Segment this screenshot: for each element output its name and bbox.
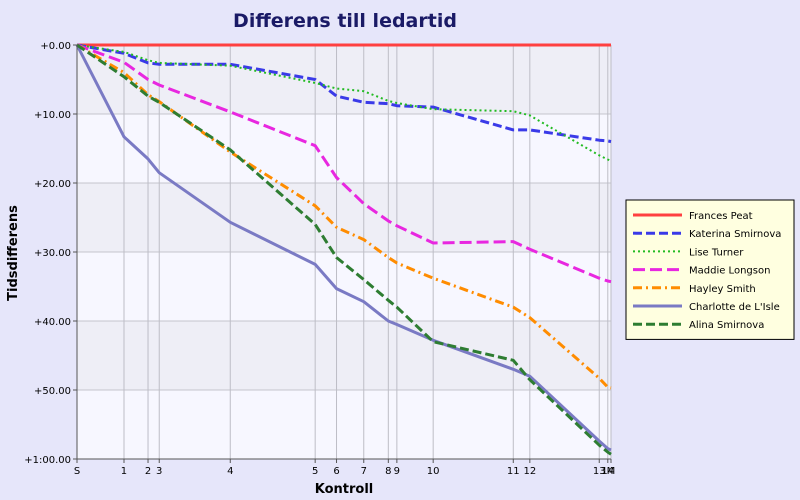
legend-label: Alina Smirnova — [689, 320, 764, 331]
series-line — [76, 43, 612, 390]
plot-band — [77, 114, 611, 183]
x-tick-label: 6 — [333, 466, 339, 477]
legend-label: Frances Peat — [689, 211, 753, 222]
x-tick-label: 12 — [523, 466, 536, 477]
plot-band — [77, 183, 611, 252]
x-tick-label: 2 — [145, 466, 151, 477]
chart-title: Differens till ledartid — [233, 10, 457, 32]
x-tick-label: S — [74, 466, 80, 477]
y-tick-label: +10.00 — [34, 110, 71, 121]
x-tick-label: 1 — [121, 466, 127, 477]
legend-label: Katerina Smirnova — [689, 229, 781, 240]
plot-band — [77, 45, 611, 114]
x-tick-label: 9 — [394, 466, 400, 477]
y-tick-label: +40.00 — [34, 317, 71, 328]
x-tick-label: 4 — [227, 466, 233, 477]
legend-label: Lise Turner — [689, 247, 744, 258]
x-tick-label: M — [607, 466, 616, 477]
x-tick-label: 11 — [507, 466, 520, 477]
x-tick-label: 13 — [593, 466, 606, 477]
x-axis-title: Kontroll — [315, 482, 374, 497]
axes: +0.00 +10.00 +20.00 +30.00 +40.00 +50.00 +1:00… — [24, 41, 615, 477]
legend-label: Hayley Smith — [689, 284, 756, 295]
plot-band — [77, 321, 611, 390]
x-tick-label: 14 — [601, 466, 614, 477]
plot-band — [77, 390, 611, 459]
y-tick-label: +20.00 — [34, 179, 71, 190]
legend-label: Charlotte de L'Isle — [689, 302, 780, 313]
series-line — [75, 44, 612, 452]
series-lines — [75, 43, 612, 456]
y-tick-label: +0.00 — [40, 41, 71, 52]
y-tick-label: +50.00 — [34, 386, 71, 397]
series-line — [76, 43, 612, 284]
x-tick-label: 10 — [427, 466, 440, 477]
plot-band — [77, 252, 611, 321]
y-tick-label: +1:00.00 — [24, 455, 71, 466]
x-tick-label: 7 — [361, 466, 367, 477]
series-line — [76, 44, 612, 162]
legend-label: Maddie Longson — [689, 266, 770, 277]
series-line — [76, 43, 612, 456]
y-axis-title: Tidsdifferens — [6, 205, 21, 301]
x-tick-label: 3 — [156, 466, 162, 477]
x-tick-label: 5 — [312, 466, 318, 477]
legend: Frances Peat Katerina Smirnova Lise Turner… — [625, 199, 795, 340]
y-tick-label: +30.00 — [34, 248, 71, 259]
x-tick-label: 8 — [385, 466, 391, 477]
